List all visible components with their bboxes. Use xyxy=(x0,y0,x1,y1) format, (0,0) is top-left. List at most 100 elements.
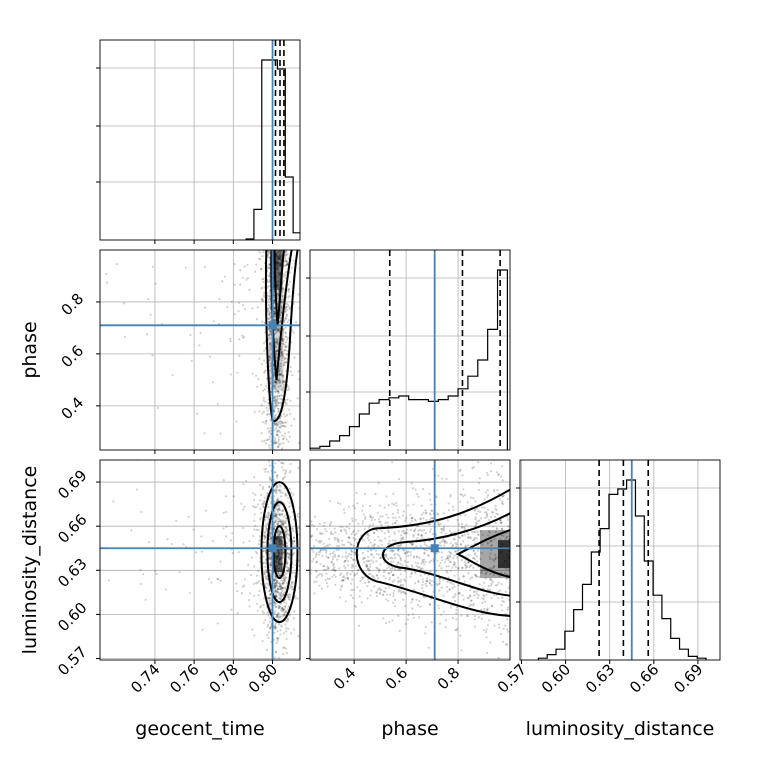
sample-point xyxy=(394,539,397,542)
sample-point xyxy=(273,584,276,587)
sample-point xyxy=(284,521,287,524)
sample-point xyxy=(278,667,280,669)
sample-point xyxy=(375,552,378,556)
sample-point xyxy=(332,562,335,566)
sample-point xyxy=(287,596,290,599)
sample-point xyxy=(284,493,287,496)
sample-point xyxy=(482,581,486,584)
sample-point xyxy=(287,596,290,599)
sample-point xyxy=(277,457,279,459)
sample-point xyxy=(302,518,304,520)
sample-point xyxy=(274,422,277,426)
sample-point xyxy=(399,562,402,566)
sample-point xyxy=(250,556,253,559)
sample-point xyxy=(283,348,287,351)
sample-point xyxy=(282,555,285,558)
sample-point xyxy=(281,607,284,610)
sample-point xyxy=(352,558,355,561)
sample-point xyxy=(492,559,496,563)
sample-point xyxy=(496,513,500,516)
sample-point xyxy=(282,600,286,604)
sample-point xyxy=(279,313,282,316)
sample-point xyxy=(280,585,283,588)
sample-point xyxy=(266,413,269,417)
sample-point xyxy=(337,555,340,558)
sample-point xyxy=(411,613,414,616)
sample-point xyxy=(425,518,428,522)
sample-point xyxy=(483,595,486,598)
sample-point xyxy=(502,534,505,538)
sample-point xyxy=(341,576,344,579)
sample-point xyxy=(385,598,388,601)
sample-point xyxy=(424,582,427,586)
sample-point xyxy=(336,558,339,561)
sample-point xyxy=(415,555,418,558)
sample-point xyxy=(277,585,281,588)
sample-point xyxy=(281,374,285,377)
sample-point xyxy=(304,335,306,337)
sample-point xyxy=(502,627,505,631)
sample-point xyxy=(272,311,276,314)
sample-point xyxy=(268,429,271,432)
sample-point xyxy=(493,593,496,597)
sample-point xyxy=(262,251,265,254)
sample-point xyxy=(287,385,290,388)
sample-point xyxy=(253,528,256,531)
sample-point xyxy=(484,630,488,634)
sample-point xyxy=(335,325,337,327)
sample-point xyxy=(366,550,370,553)
sample-point xyxy=(287,304,290,307)
sample-point xyxy=(311,534,314,538)
sample-point xyxy=(285,438,288,441)
sample-point xyxy=(320,572,323,576)
sample-point xyxy=(285,263,288,266)
sample-point xyxy=(459,634,462,637)
sample-point xyxy=(273,319,276,322)
sample-point xyxy=(338,574,342,577)
sample-point xyxy=(278,409,281,412)
sample-point xyxy=(276,339,279,342)
sample-point xyxy=(288,408,291,411)
sample-point xyxy=(277,623,281,626)
sample-point xyxy=(466,501,469,504)
sample-point xyxy=(262,502,265,505)
sample-point xyxy=(262,421,265,424)
sample-point xyxy=(402,590,405,593)
sample-point xyxy=(264,536,267,539)
sample-point xyxy=(275,488,278,491)
sample-point xyxy=(423,552,426,555)
sample-point xyxy=(281,354,284,357)
sample-point xyxy=(275,404,278,407)
sample-point xyxy=(272,601,276,604)
sample-point xyxy=(276,613,279,617)
sample-point xyxy=(280,582,283,585)
sample-point xyxy=(416,525,419,528)
sample-point xyxy=(273,586,276,589)
sample-point xyxy=(274,512,277,515)
sample-point xyxy=(368,534,371,537)
sample-point xyxy=(244,308,247,311)
sample-point xyxy=(283,425,286,428)
sample-point xyxy=(361,522,364,525)
sample-point xyxy=(264,531,267,534)
sample-point xyxy=(282,462,285,465)
sample-point xyxy=(278,656,281,659)
sample-point xyxy=(446,519,449,522)
sample-point xyxy=(351,563,354,566)
sample-point xyxy=(385,513,388,516)
sample-point xyxy=(277,377,280,380)
sample-point xyxy=(397,581,400,584)
sample-point xyxy=(282,413,285,416)
sample-point xyxy=(282,279,285,282)
sample-point xyxy=(276,513,279,516)
sample-point xyxy=(280,624,283,627)
sample-point xyxy=(291,542,294,545)
sample-point xyxy=(258,257,261,260)
sample-point xyxy=(339,525,342,528)
sample-point xyxy=(241,585,244,588)
sample-point xyxy=(501,495,504,498)
sample-point xyxy=(365,564,368,567)
sample-point xyxy=(358,589,362,592)
sample-point xyxy=(279,531,282,534)
